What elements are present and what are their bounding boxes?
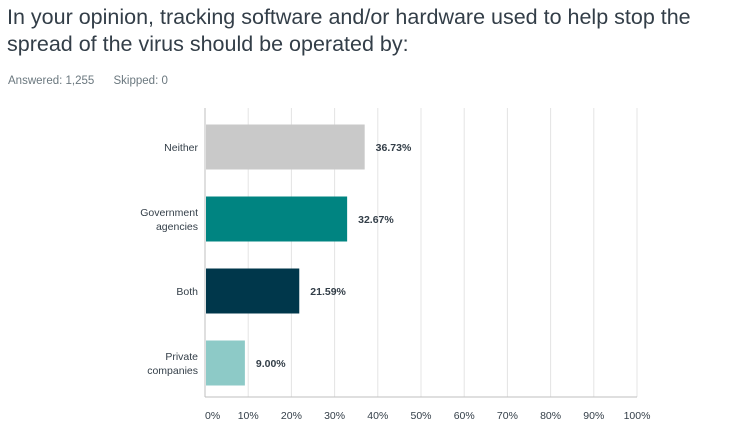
x-tick-label: 90% — [583, 410, 604, 422]
response-stats: Answered: 1,255 Skipped: 0 — [8, 75, 184, 87]
x-tick-label: 80% — [540, 410, 561, 422]
x-tick-label: 40% — [367, 410, 388, 422]
x-tick-label: 50% — [410, 410, 431, 422]
bar-2 — [206, 196, 348, 242]
x-tick-label: 0% — [205, 410, 220, 422]
x-tick-label: 70% — [497, 410, 518, 422]
category-label: Government agencies — [140, 207, 198, 233]
bar-value-label: 21.59% — [310, 286, 346, 298]
bars — [206, 124, 365, 386]
x-tick-label: 10% — [238, 410, 259, 422]
question-title: In your opinion, tracking software and/o… — [7, 5, 691, 56]
labels: 0% 10% 20% 30% 40% 50% 60% 70% 80% 90% 100% 36.73% N… — [140, 142, 650, 422]
category-label: Both — [176, 286, 198, 298]
bar-4 — [206, 340, 245, 386]
x-tick-label: 60% — [454, 410, 475, 422]
bar-3 — [206, 268, 300, 314]
bar-value-label: 32.67% — [358, 214, 394, 226]
bar-value-label: 9.00% — [256, 358, 286, 370]
category-label: Private companies — [147, 351, 198, 377]
bar-value-label: 36.73% — [376, 142, 412, 154]
skipped-count: Skipped: 0 — [113, 75, 168, 87]
x-tick-label: 30% — [324, 410, 345, 422]
x-tick-label: 100% — [624, 410, 651, 422]
answered-count: Answered: 1,255 — [8, 75, 95, 87]
bar-1 — [206, 124, 365, 170]
category-label: Neither — [164, 142, 198, 154]
x-tick-label: 20% — [281, 410, 302, 422]
